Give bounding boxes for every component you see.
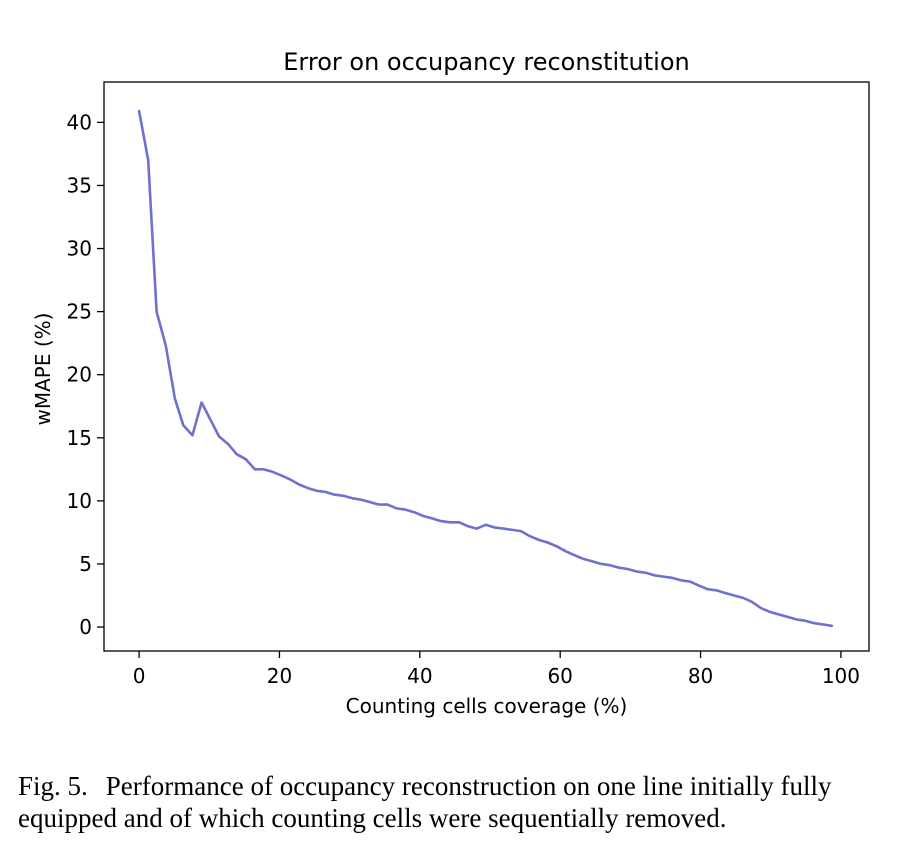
y-tick-label: 15 [67, 426, 92, 450]
figure-caption: Fig. 5. Performance of occupancy reconstr… [18, 770, 898, 834]
x-tick-label: 0 [133, 664, 146, 688]
y-tick-label: 40 [67, 110, 92, 134]
plot-area: 0 20 40 60 80 100 0 5 10 15 20 25 30 35 40 [67, 81, 870, 688]
figure-caption-text: Performance of occupancy reconstruction … [18, 771, 832, 833]
series-line-wmape [137, 109, 834, 628]
y-tick-label: 25 [67, 300, 92, 324]
x-tick-label: 80 [688, 664, 713, 688]
y-tick-label: 0 [79, 615, 92, 639]
x-tick-label: 100 [822, 664, 860, 688]
y-tick-label: 35 [67, 173, 92, 197]
x-tick-label: 20 [267, 664, 292, 688]
x-tick-label: 40 [407, 664, 432, 688]
x-axis-label: Counting cells coverage (%) [346, 694, 628, 718]
y-tick-label: 20 [67, 363, 92, 387]
figure-label: Fig. 5. [18, 771, 88, 801]
chart: 0 20 40 60 80 100 0 5 10 15 20 25 30 35 40 Error on oc… [31, 48, 870, 718]
y-axis-label: wMAPE (%) [31, 313, 55, 426]
y-tick-label: 10 [67, 489, 92, 513]
y-tick-label: 30 [67, 237, 92, 261]
chart-title: Error on occupancy reconstitution [283, 48, 690, 76]
axes-frame [103, 81, 870, 652]
x-tick-label: 60 [547, 664, 572, 688]
y-tick-label: 5 [79, 552, 92, 576]
